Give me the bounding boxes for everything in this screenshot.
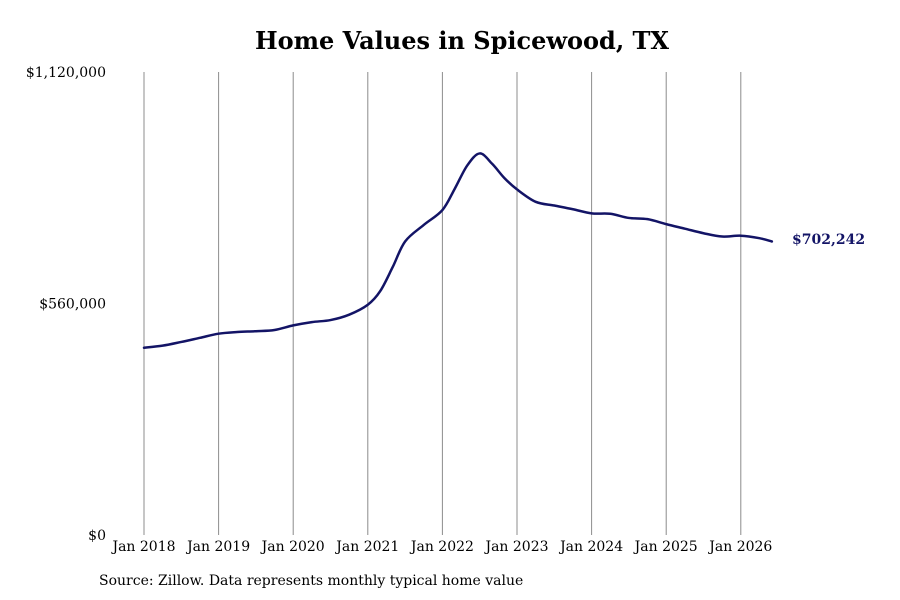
- x-tick-label: Jan 2022: [409, 539, 474, 555]
- source-note: Source: Zillow. Data represents monthly …: [99, 573, 524, 589]
- series-layer: [142, 152, 774, 349]
- x-tick-label: Jan 2019: [185, 539, 250, 555]
- series-line: [142, 152, 774, 349]
- axis-tick-labels: Jan 2018 Jan 2019 Jan 2020 Jan 2021 Jan 2022…: [26, 65, 773, 555]
- x-tick-label: Jan 2020: [260, 539, 325, 555]
- y-tick-label: $1,120,000: [26, 65, 106, 81]
- x-tick-label: Jan 2023: [483, 539, 548, 555]
- y-tick-label: $0: [88, 528, 106, 544]
- x-tick-label: Jan 2025: [633, 539, 698, 555]
- y-tick-label: $560,000: [39, 297, 106, 313]
- x-tick-label: Jan 2021: [334, 539, 399, 555]
- x-tick-label: Jan 2024: [558, 539, 623, 555]
- x-gridlines: [143, 72, 742, 535]
- end-value-label: $702,242: [792, 232, 865, 248]
- x-tick-label: Jan 2026: [707, 539, 772, 555]
- chart-title: Home Values in Spicewood, TX: [254, 26, 670, 55]
- x-tick-label: Jan 2018: [110, 539, 175, 555]
